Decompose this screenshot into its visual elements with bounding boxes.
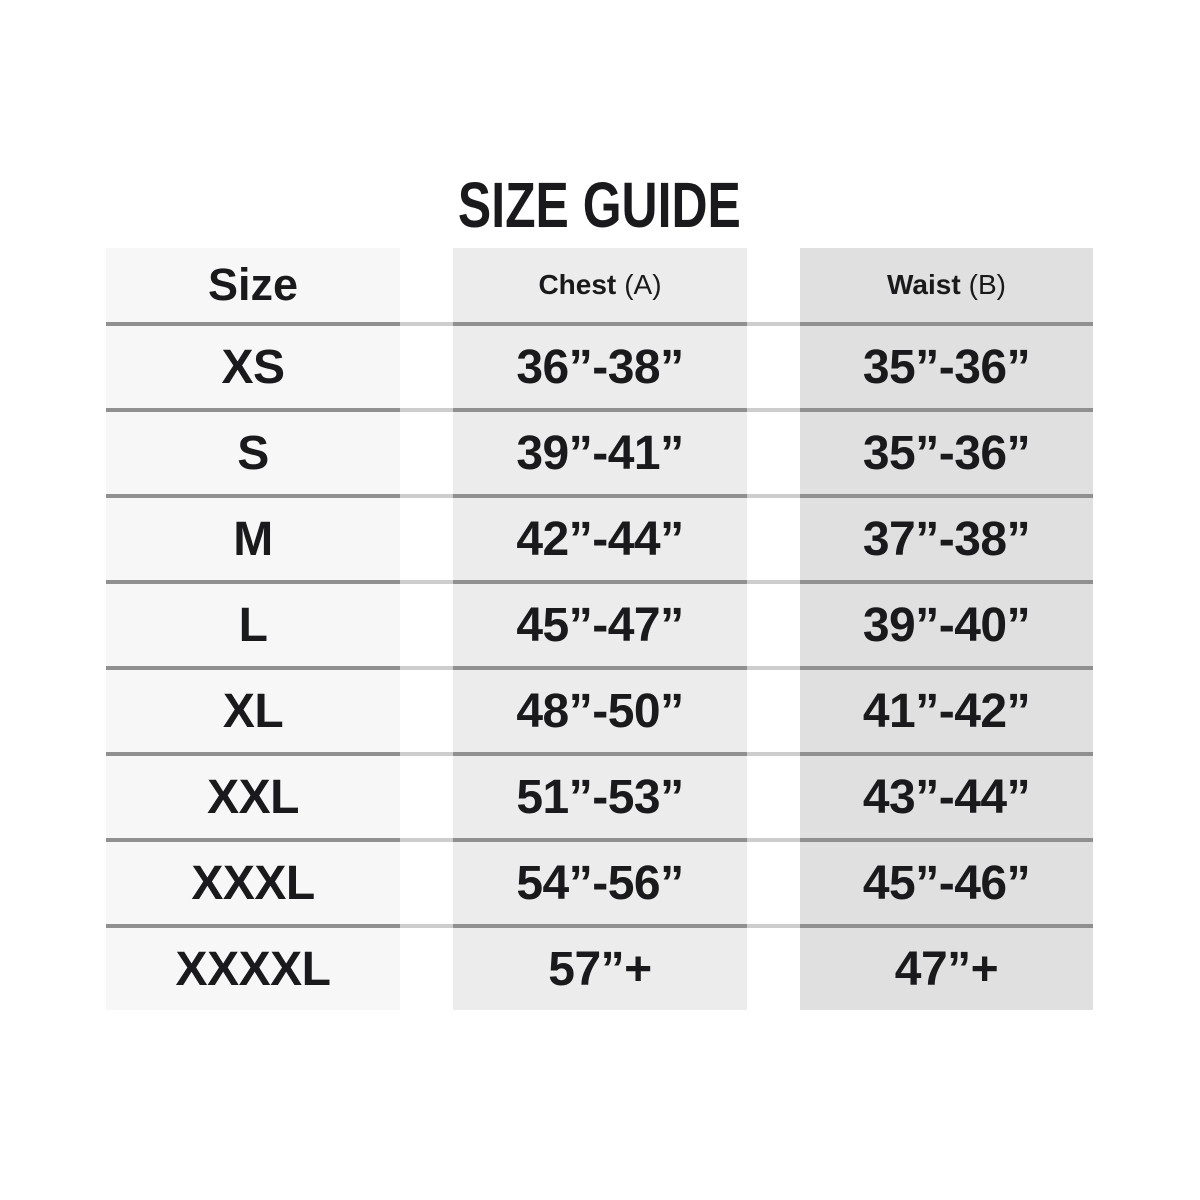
chest-cell: 45”-47” [453, 584, 747, 666]
column-gap [400, 670, 453, 752]
row-divider-segment [800, 408, 1093, 412]
column-gap [747, 670, 800, 752]
column-gap [400, 498, 453, 580]
page-title: SIZE GUIDE [106, 169, 1093, 241]
chest-cell: 42”-44” [453, 498, 747, 580]
size-guide-table: Size Chest (A) Waist (B) XS 36”-38” 35”-… [106, 248, 1093, 1010]
row-divider-segment [106, 838, 400, 842]
column-gap [400, 756, 453, 838]
size-cell: L [106, 584, 400, 666]
chest-cell: 36”-38” [453, 326, 747, 408]
row-divider-segment [747, 752, 800, 756]
row-divider-segment [453, 752, 747, 756]
column-gap [747, 842, 800, 924]
row-divider-segment [400, 838, 453, 842]
row-divider-segment [106, 580, 400, 584]
column-gap [400, 412, 453, 494]
column-gap [747, 412, 800, 494]
column-gap [747, 928, 800, 1010]
row-divider-segment [453, 494, 747, 498]
row-divider-segment [800, 666, 1093, 670]
chest-header-suffix: (A) [624, 269, 662, 300]
column-gap [747, 248, 800, 322]
column-gap [400, 842, 453, 924]
row-divider-segment [106, 752, 400, 756]
row-divider-segment [747, 666, 800, 670]
row-divider-segment [800, 494, 1093, 498]
row-divider-segment [400, 494, 453, 498]
chest-cell: 51”-53” [453, 756, 747, 838]
row-divider-segment [106, 666, 400, 670]
waist-header-label: Waist [887, 269, 961, 300]
chest-cell: 57”+ [453, 928, 747, 1010]
waist-cell: 39”-40” [800, 584, 1093, 666]
waist-cell: 35”-36” [800, 326, 1093, 408]
size-cell: M [106, 498, 400, 580]
row-divider-segment [453, 666, 747, 670]
row-divider-segment [400, 322, 453, 326]
size-cell: XS [106, 326, 400, 408]
row-divider-segment [800, 838, 1093, 842]
size-cell: XL [106, 670, 400, 752]
row-divider-segment [106, 408, 400, 412]
chest-cell: 48”-50” [453, 670, 747, 752]
row-divider-segment [400, 924, 453, 928]
row-divider-segment [453, 580, 747, 584]
column-gap [400, 326, 453, 408]
waist-cell: 37”-38” [800, 498, 1093, 580]
waist-cell: 45”-46” [800, 842, 1093, 924]
row-divider-segment [747, 580, 800, 584]
row-divider-segment [800, 752, 1093, 756]
row-divider-segment [747, 838, 800, 842]
chest-cell: 39”-41” [453, 412, 747, 494]
size-cell: XXXXL [106, 928, 400, 1010]
column-gap [400, 248, 453, 322]
column-header-waist: Waist (B) [800, 248, 1093, 322]
row-divider-segment [453, 924, 747, 928]
chest-header-label: Chest [538, 269, 617, 300]
row-divider-segment [747, 408, 800, 412]
row-divider-segment [747, 924, 800, 928]
column-gap [747, 756, 800, 838]
row-divider-segment [453, 408, 747, 412]
row-divider-segment [400, 580, 453, 584]
row-divider-segment [800, 322, 1093, 326]
row-divider-segment [106, 322, 400, 326]
size-cell: XXL [106, 756, 400, 838]
row-divider-segment [800, 924, 1093, 928]
column-gap [400, 928, 453, 1010]
page-title-text: SIZE GUIDE [458, 169, 741, 241]
column-header-size: Size [106, 248, 400, 322]
waist-cell: 47”+ [800, 928, 1093, 1010]
row-divider-segment [400, 408, 453, 412]
row-divider-segment [400, 666, 453, 670]
waist-cell: 41”-42” [800, 670, 1093, 752]
row-divider-segment [400, 752, 453, 756]
column-gap [747, 498, 800, 580]
chest-cell: 54”-56” [453, 842, 747, 924]
column-header-chest: Chest (A) [453, 248, 747, 322]
row-divider-segment [106, 494, 400, 498]
column-gap [747, 584, 800, 666]
row-divider-segment [747, 322, 800, 326]
size-cell: S [106, 412, 400, 494]
waist-cell: 35”-36” [800, 412, 1093, 494]
size-cell: XXXL [106, 842, 400, 924]
waist-cell: 43”-44” [800, 756, 1093, 838]
row-divider-segment [106, 924, 400, 928]
row-divider-segment [453, 838, 747, 842]
row-divider-segment [747, 494, 800, 498]
row-divider-segment [800, 580, 1093, 584]
column-gap [400, 584, 453, 666]
column-gap [747, 326, 800, 408]
waist-header-suffix: (B) [968, 269, 1006, 300]
row-divider-segment [453, 322, 747, 326]
